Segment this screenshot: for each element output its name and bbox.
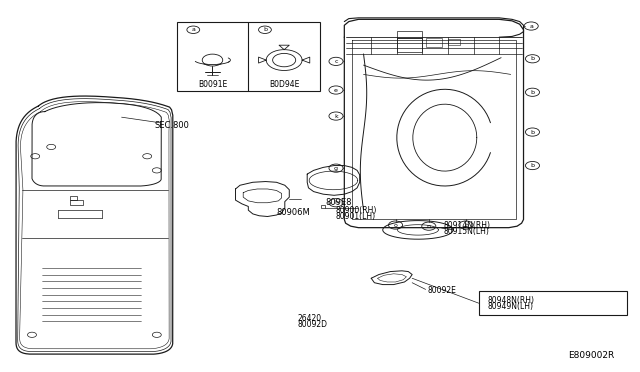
Text: a: a bbox=[529, 23, 533, 29]
Text: a: a bbox=[191, 27, 195, 32]
Circle shape bbox=[209, 58, 216, 62]
Text: b: b bbox=[531, 163, 534, 168]
Bar bbox=[397, 31, 422, 38]
Text: B0091E: B0091E bbox=[198, 80, 227, 89]
Text: b: b bbox=[464, 222, 468, 228]
Text: B0D94E: B0D94E bbox=[269, 80, 300, 89]
Text: b: b bbox=[263, 27, 267, 32]
Text: b: b bbox=[531, 56, 534, 61]
Bar bbox=[426, 38, 442, 46]
Text: 80900(RH): 80900(RH) bbox=[335, 206, 377, 215]
Text: 80901(LH): 80901(LH) bbox=[335, 212, 376, 221]
Text: o: o bbox=[394, 222, 397, 228]
Text: k: k bbox=[334, 113, 338, 119]
Text: 80948N(RH): 80948N(RH) bbox=[488, 296, 534, 305]
Text: 80914N(RH): 80914N(RH) bbox=[444, 221, 490, 230]
Text: e: e bbox=[334, 87, 338, 93]
Bar bbox=[479, 291, 627, 315]
Text: 80949N(LH): 80949N(LH) bbox=[488, 302, 534, 311]
Circle shape bbox=[280, 58, 289, 62]
Bar bbox=[397, 38, 422, 52]
Text: 80906M: 80906M bbox=[276, 208, 310, 217]
Text: 26420: 26420 bbox=[298, 314, 322, 323]
Bar bbox=[321, 205, 325, 208]
Text: g: g bbox=[334, 166, 338, 171]
Text: h: h bbox=[334, 200, 338, 205]
Text: E809002R: E809002R bbox=[568, 351, 614, 360]
Text: b: b bbox=[531, 90, 534, 95]
Text: b: b bbox=[531, 129, 534, 135]
Text: 80092D: 80092D bbox=[298, 320, 328, 329]
Text: c: c bbox=[334, 59, 338, 64]
Text: 80092E: 80092E bbox=[428, 286, 456, 295]
Text: n: n bbox=[427, 224, 431, 229]
Bar bbox=[448, 39, 460, 45]
Text: SEC.800: SEC.800 bbox=[155, 121, 189, 130]
Bar bbox=[177, 22, 320, 91]
Bar bbox=[70, 196, 77, 200]
Text: 809E8: 809E8 bbox=[325, 198, 351, 207]
Bar bbox=[70, 200, 83, 205]
Text: 80915N(LH): 80915N(LH) bbox=[444, 227, 490, 236]
